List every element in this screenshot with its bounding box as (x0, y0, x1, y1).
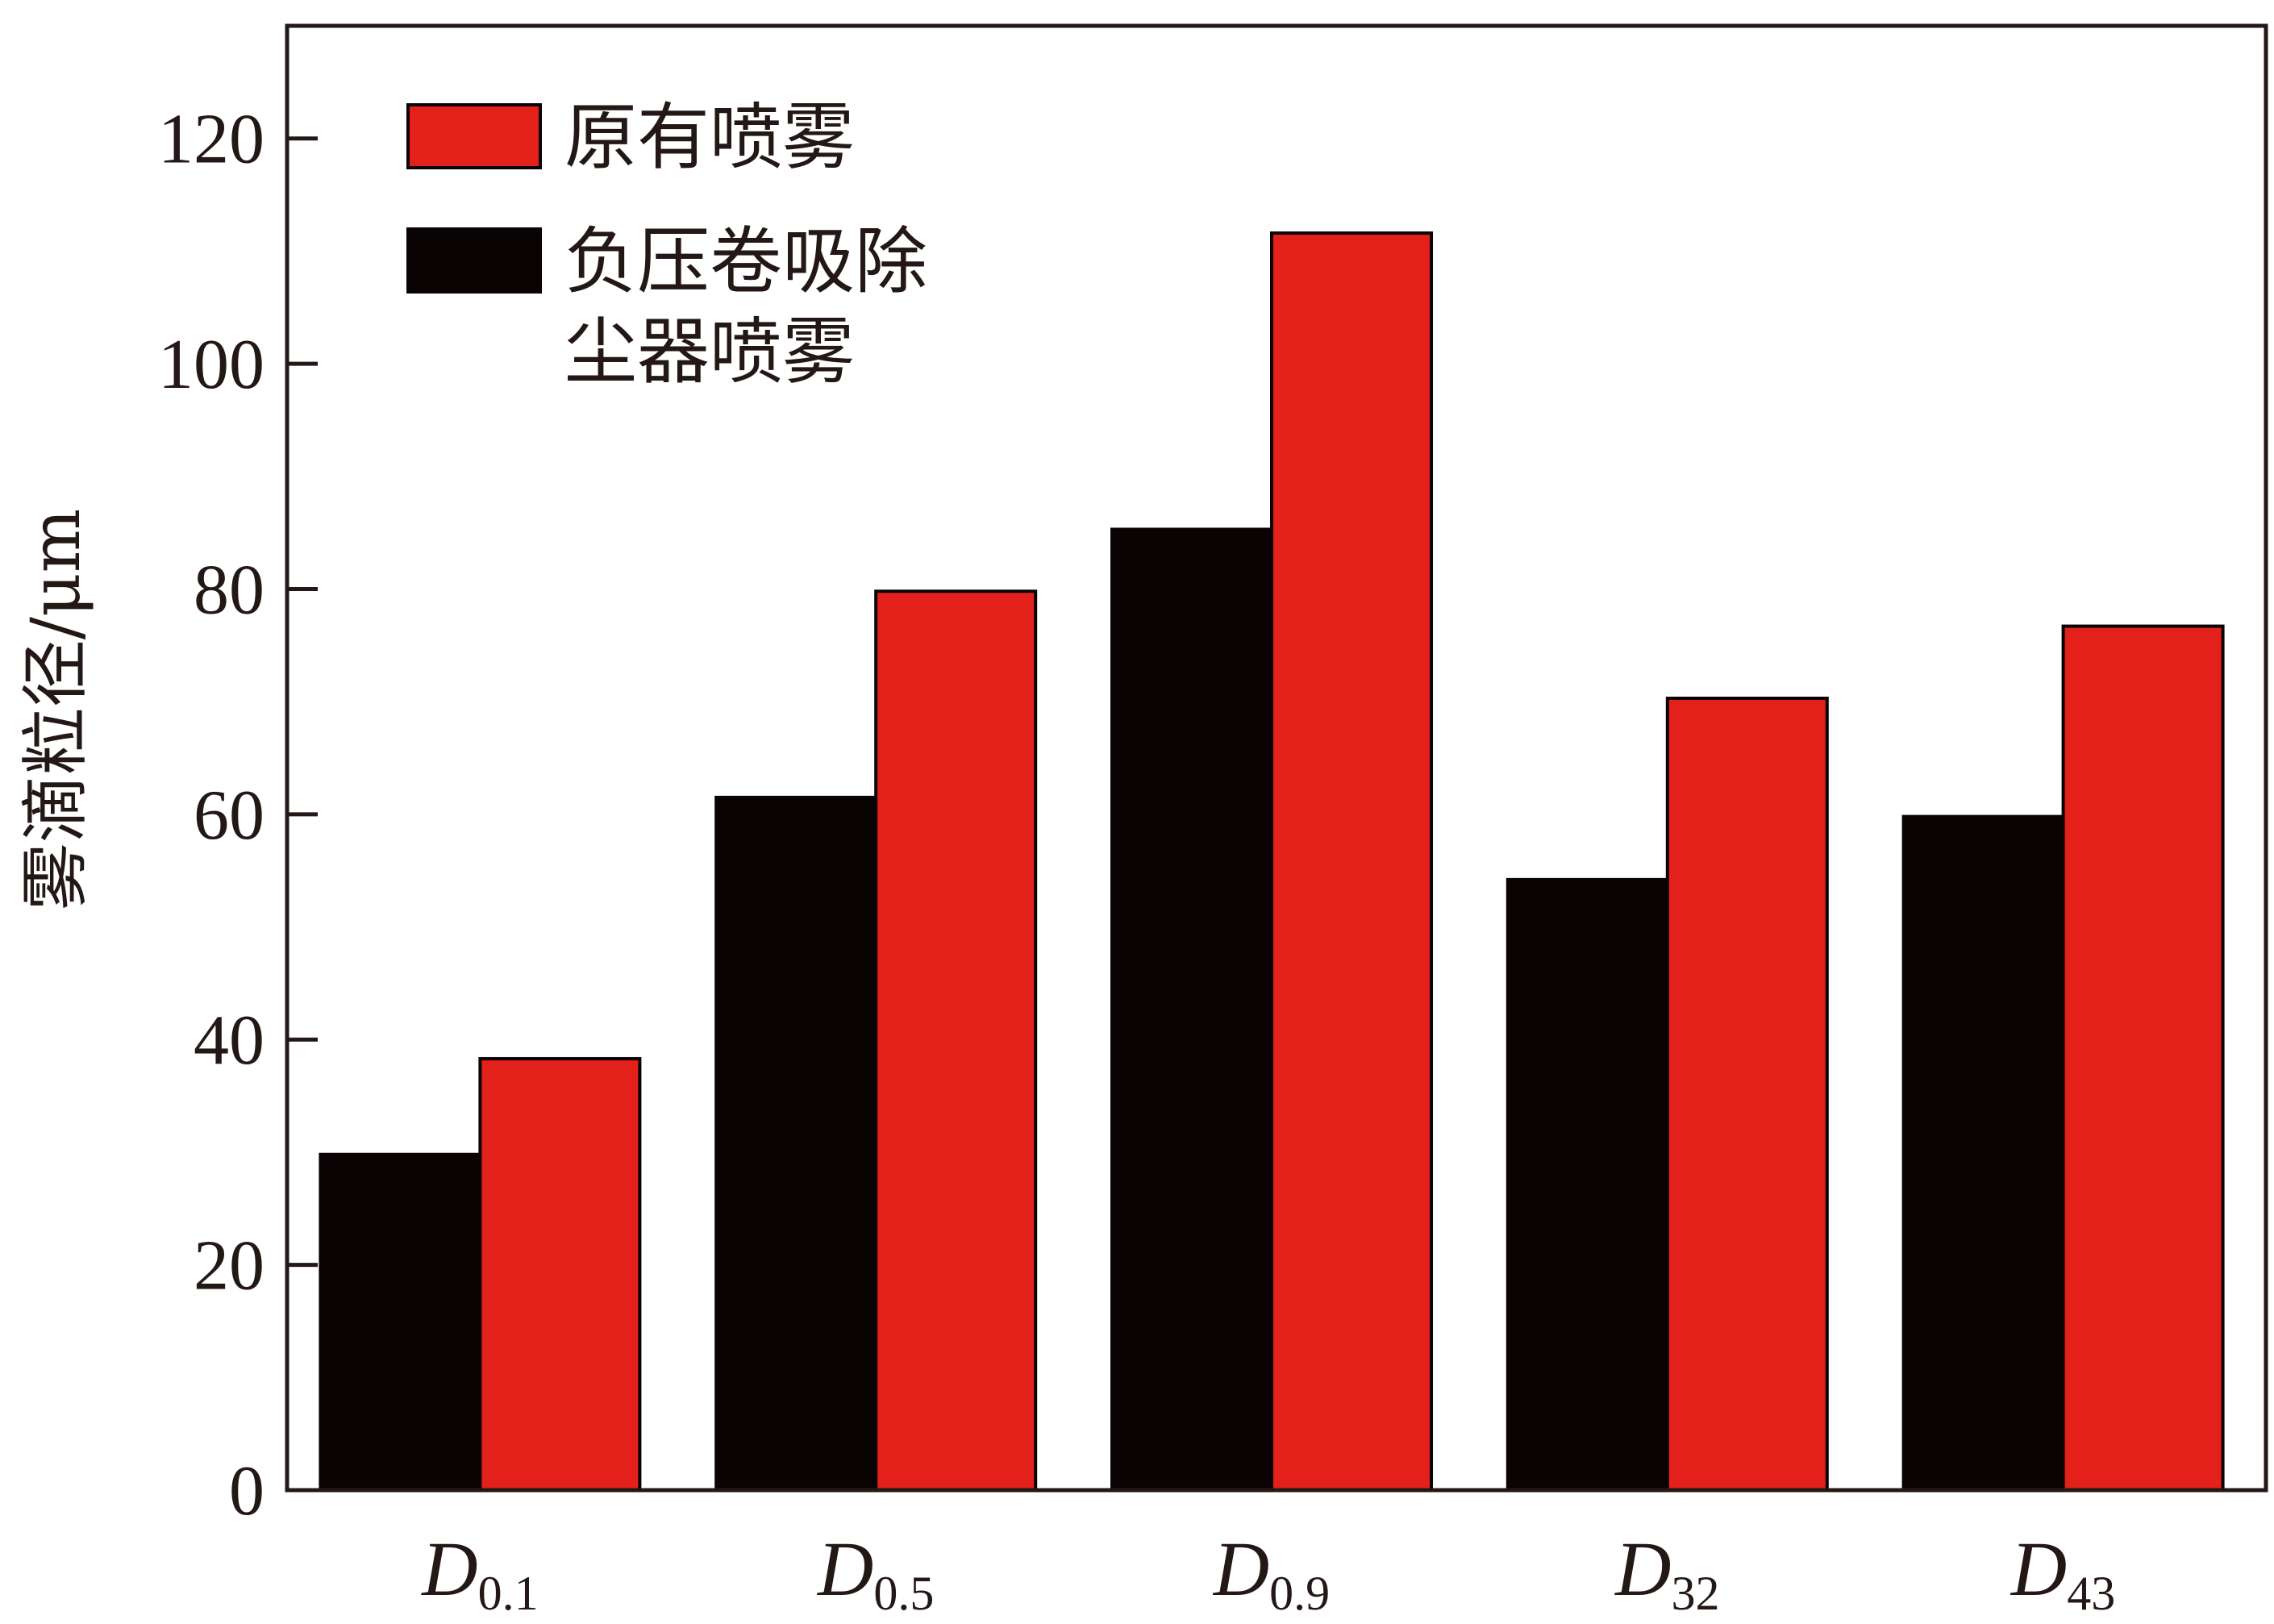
x-tick-label: D43 (2010, 1526, 2115, 1620)
bar-negative-pressure-1 (714, 795, 878, 1492)
y-tick-label: 20 (194, 1227, 264, 1305)
bar-original-3 (1665, 696, 1829, 1492)
y-tick-label: 60 (194, 777, 264, 855)
x-tick-label: D32 (1614, 1526, 1719, 1620)
legend-label: 尘器喷雾 (564, 310, 855, 394)
bar-original-1 (874, 589, 1038, 1492)
x-tick-label: D0.9 (1212, 1526, 1330, 1620)
y-axis-label-group: 雾滴粒径/μm (16, 509, 95, 911)
x-tick-label: D0.1 (420, 1526, 538, 1620)
bar-original-4 (2061, 624, 2225, 1492)
y-tick-label: 100 (158, 326, 264, 404)
bar-negative-pressure-4 (1901, 814, 2065, 1492)
bar-original-2 (1270, 231, 1433, 1493)
plot-frame (285, 23, 2268, 1493)
legend-swatch (406, 227, 542, 294)
axes-layer: D0.1 D0.5 D0.9 D32 D43 0 20 40 60 80 100 120 (158, 23, 2268, 1620)
y-axis-label: 雾滴粒径/μm (16, 509, 95, 911)
y-tick-label: 0 (229, 1452, 264, 1530)
legend-label: 原有喷雾 (564, 95, 855, 180)
legend-label: 负压卷吸除 (564, 219, 927, 304)
legend-swatch (406, 103, 542, 169)
x-tick-label: D0.5 (816, 1526, 934, 1620)
bar-negative-pressure-0 (319, 1152, 482, 1492)
y-tick-label: 120 (158, 101, 264, 179)
bar-negative-pressure-2 (1110, 527, 1273, 1493)
y-tick-label: 80 (194, 551, 264, 629)
bar-original-0 (478, 1056, 642, 1493)
y-tick-label: 40 (194, 1001, 264, 1080)
bars-layer (319, 231, 2225, 1493)
bar-negative-pressure-3 (1506, 877, 1669, 1492)
